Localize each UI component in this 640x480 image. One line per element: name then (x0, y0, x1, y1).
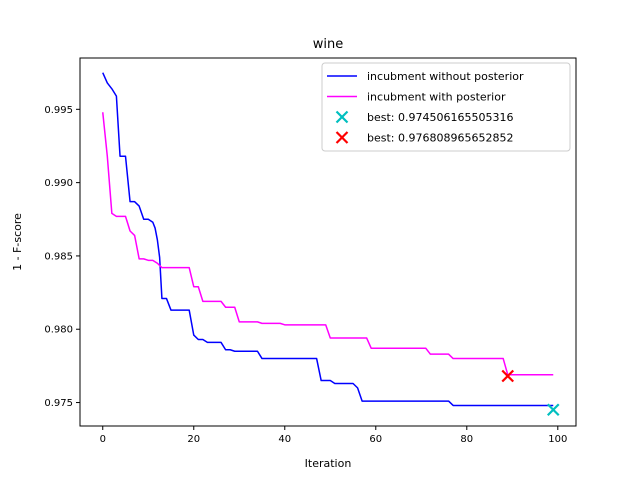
x-axis-ticks: 0 20 40 60 80 100 (100, 426, 567, 445)
x-tick-label: 80 (460, 434, 473, 445)
best-marker-2 (501, 369, 515, 383)
y-axis-ticks: 0.975 0.980 0.985 0.990 0.995 (44, 105, 80, 409)
legend-entry-line-1: incubment without posterior (327, 70, 524, 83)
y-tick-label: 0.980 (44, 325, 73, 336)
legend-marker-swatch (335, 131, 349, 144)
series-line-2 (102, 112, 554, 376)
series-line-1 (102, 72, 554, 407)
legend-entry-marker-2: best: 0.976808965652852 (335, 131, 513, 145)
y-tick-label: 0.995 (44, 105, 73, 116)
x-tick-label: 60 (369, 434, 382, 445)
legend-label: incubment without posterior (367, 70, 524, 83)
legend-entry-marker-1: best: 0.974506165505316 (335, 110, 513, 124)
chart-title: wine (313, 37, 343, 52)
x-tick-label: 100 (548, 434, 567, 445)
x-tick-label: 40 (278, 434, 291, 445)
best-marker-1 (546, 403, 560, 417)
legend-marker-swatch (335, 110, 349, 124)
series-layer (102, 72, 554, 407)
x-tick-label: 20 (187, 434, 200, 445)
legend-entry-line-2: incubment with posterior (327, 91, 506, 104)
x-tick-label: 0 (100, 434, 106, 445)
plot-area: 0 20 40 60 80 100 0.975 0.980 0.985 0.990 0.995 (44, 57, 577, 445)
axes-frame (79, 57, 577, 427)
y-tick-label: 0.975 (44, 398, 73, 409)
y-tick-label: 0.985 (44, 251, 73, 262)
x-axis-label: Iteration (305, 457, 352, 470)
legend-label: best: 0.976808965652852 (367, 132, 513, 145)
legend-frame (321, 62, 571, 152)
y-axis-label: 1 - F-score (11, 213, 24, 271)
legend-label: incubment with posterior (367, 91, 506, 104)
legend-entries: incubment without posterior incubment wit… (327, 70, 524, 145)
marker-layer (501, 369, 560, 417)
legend: incubment without posterior incubment wit… (321, 62, 571, 152)
y-tick-label: 0.990 (44, 178, 73, 189)
legend-label: best: 0.974506165505316 (367, 111, 513, 124)
